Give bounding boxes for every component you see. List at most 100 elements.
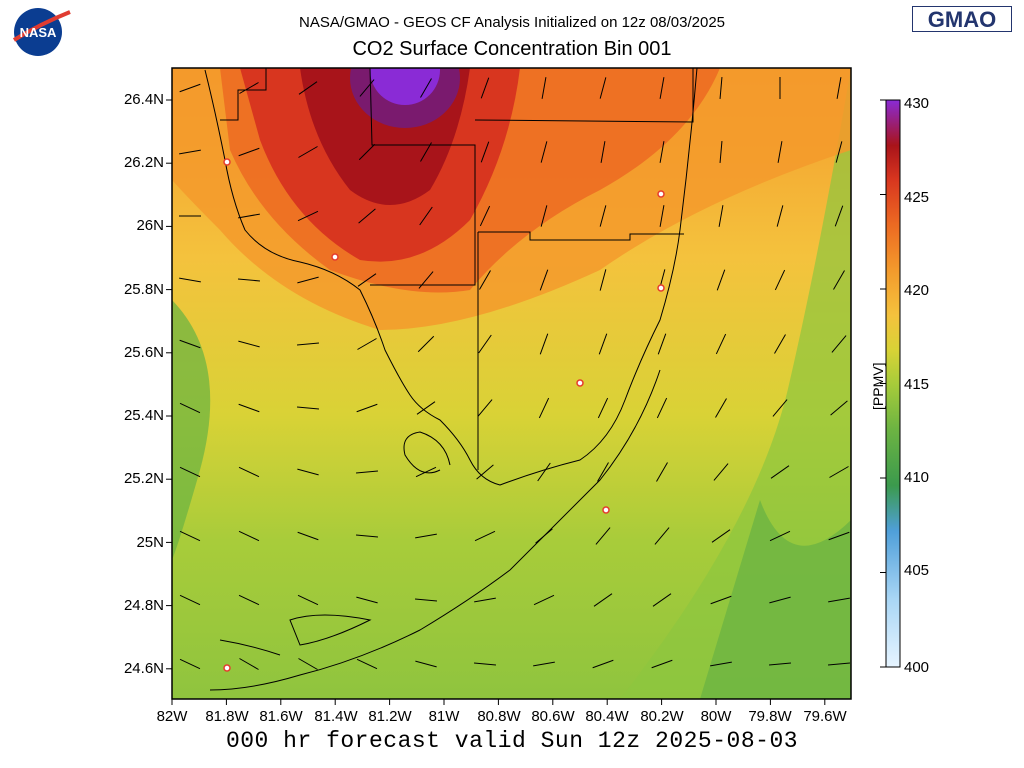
wind-barb bbox=[356, 403, 378, 413]
wind-barb bbox=[598, 333, 608, 355]
wind-barb bbox=[654, 527, 670, 545]
wind-barb bbox=[835, 141, 843, 163]
lon-label: 81.2W bbox=[368, 708, 412, 725]
wind-barb bbox=[480, 141, 490, 163]
wind-barb bbox=[238, 594, 260, 606]
wind-barb bbox=[179, 594, 201, 606]
wind-barb bbox=[474, 530, 496, 542]
lon-label: 81W bbox=[428, 708, 460, 725]
wind-barb bbox=[770, 465, 790, 479]
wind-barb bbox=[356, 658, 378, 670]
colorbar-label: 405 bbox=[904, 562, 930, 579]
wind-barb bbox=[238, 403, 260, 413]
wind-barb bbox=[768, 662, 792, 666]
wind-barb bbox=[415, 533, 437, 539]
wind-barb bbox=[179, 277, 201, 283]
wind-barb bbox=[478, 334, 492, 354]
wind-barb bbox=[533, 661, 555, 667]
lon-label: 80.6W bbox=[531, 708, 575, 725]
nasa-logo: NASA bbox=[12, 8, 71, 56]
wind-barb bbox=[473, 662, 497, 666]
lat-label: 24.8N bbox=[123, 597, 164, 614]
wind-barb bbox=[356, 596, 378, 604]
wind-barb bbox=[828, 531, 850, 541]
lon-label: 81.4W bbox=[314, 708, 358, 725]
wind-barb bbox=[415, 660, 437, 668]
gmao-logo: GMAO bbox=[912, 6, 1012, 32]
wind-barb bbox=[297, 210, 319, 222]
wind-barb bbox=[179, 83, 201, 93]
wind-barb bbox=[476, 464, 494, 480]
wind-barb bbox=[593, 593, 613, 607]
wind-barb bbox=[657, 333, 667, 355]
wind-barb bbox=[298, 81, 318, 95]
lat-label: 24.6N bbox=[123, 660, 164, 677]
wind-barb bbox=[238, 147, 260, 157]
wind-barb bbox=[769, 530, 791, 542]
lon-label: 79.8W bbox=[748, 708, 792, 725]
lon-label: 80.2W bbox=[640, 708, 684, 725]
wind-barb bbox=[659, 205, 665, 227]
wind-barb bbox=[179, 149, 201, 155]
wind-barb bbox=[831, 335, 847, 353]
wind-barb bbox=[357, 273, 377, 287]
wind-barb bbox=[355, 534, 379, 538]
wind-barb bbox=[776, 205, 784, 227]
wind-barb bbox=[537, 462, 551, 482]
wind-barb bbox=[774, 269, 786, 291]
wind-barb bbox=[651, 659, 673, 669]
wind-barb bbox=[592, 659, 614, 669]
wind-barb bbox=[599, 269, 607, 291]
wind-barb bbox=[652, 593, 672, 607]
wind-barb bbox=[539, 333, 549, 355]
wind-barb bbox=[297, 531, 319, 541]
wind-barb bbox=[237, 278, 261, 282]
colorbar-label: 415 bbox=[904, 376, 930, 393]
wind-barb bbox=[179, 402, 201, 414]
wind-barb bbox=[298, 658, 318, 670]
wind-barb bbox=[179, 658, 201, 670]
wind-barb bbox=[715, 333, 727, 355]
lat-label: 25.4N bbox=[123, 407, 164, 424]
wind-barb bbox=[597, 462, 609, 482]
wind-barb bbox=[296, 342, 320, 346]
wind-barb bbox=[834, 205, 844, 227]
coastline bbox=[204, 68, 698, 691]
wind-barb bbox=[540, 141, 548, 163]
county-boundaries bbox=[220, 68, 694, 470]
wind-barb bbox=[238, 530, 260, 542]
wind-barb bbox=[656, 462, 668, 482]
wind-barb bbox=[777, 141, 783, 163]
colorbar-label: 410 bbox=[904, 469, 930, 486]
wind-barb bbox=[238, 213, 260, 219]
lon-label: 80.8W bbox=[477, 708, 521, 725]
wind-barb bbox=[238, 340, 260, 348]
wind-barb bbox=[479, 270, 491, 290]
colorbar-ticks bbox=[880, 99, 886, 668]
lat-label: 26N bbox=[136, 217, 164, 234]
map-frame bbox=[171, 67, 852, 700]
wind-barb bbox=[769, 596, 791, 604]
wind-barb bbox=[711, 529, 731, 543]
wind-barb bbox=[420, 142, 432, 162]
wind-barb bbox=[297, 468, 319, 476]
wind-barb bbox=[414, 598, 438, 602]
colorbar bbox=[885, 99, 901, 668]
wind-barb bbox=[296, 406, 320, 410]
wind-barb bbox=[715, 398, 727, 418]
wind-barb bbox=[358, 143, 376, 161]
lat-label: 26.2N bbox=[123, 154, 164, 171]
wind-barb bbox=[828, 597, 850, 603]
wind-barb bbox=[238, 466, 260, 478]
wind-barb bbox=[827, 662, 851, 666]
axis-ticks bbox=[166, 99, 826, 705]
wind-barb bbox=[416, 401, 436, 415]
lon-label: 81.6W bbox=[259, 708, 303, 725]
nasa-logo-text: NASA bbox=[20, 25, 57, 40]
wind-barb bbox=[718, 205, 724, 227]
wind-barb bbox=[418, 271, 434, 289]
lat-label: 25.2N bbox=[123, 470, 164, 487]
wind-barb bbox=[713, 463, 729, 481]
wind-barb bbox=[719, 140, 723, 164]
